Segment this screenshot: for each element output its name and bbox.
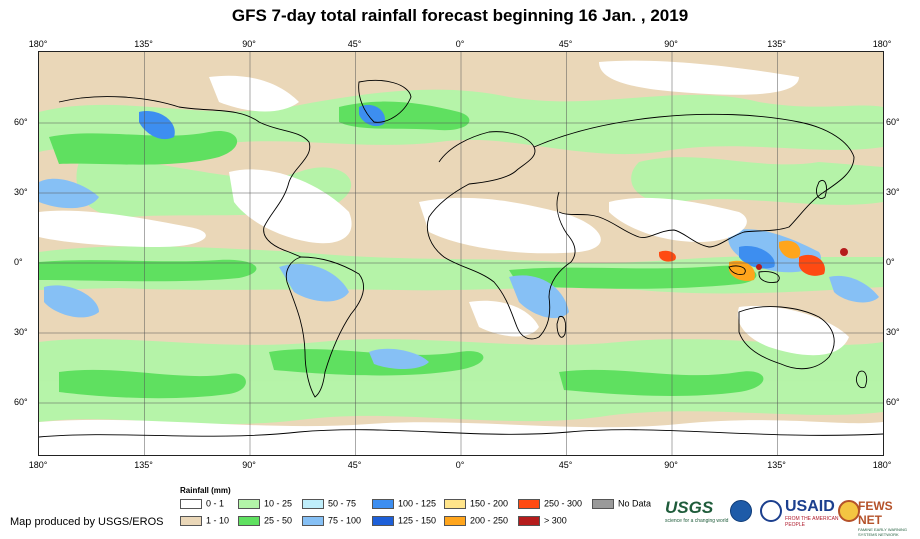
usaid-tagline: FROM THE AMERICAN PEOPLE (785, 516, 839, 528)
lat-tick-left: 30° (14, 187, 28, 197)
legend-label: 25 - 50 (264, 515, 293, 526)
lat-tick-right: 30° (886, 327, 900, 337)
legend-swatch (238, 515, 260, 526)
legend-swatch (372, 498, 394, 509)
legend-label: 125 - 150 (398, 515, 437, 526)
lon-tick-bottom: 180° (872, 460, 892, 470)
lon-tick-top: 90° (242, 39, 256, 49)
lon-tick-bottom: 45° (347, 460, 362, 470)
legend-label: 75 - 100 (328, 515, 362, 526)
usaid-seal-icon (760, 500, 782, 522)
legend-item: 250 - 300 (518, 498, 582, 510)
fews-net-logo-text: FEWS NET (858, 499, 893, 527)
legend-item: 0 - 1 (180, 498, 224, 510)
lat-tick-right: 0° (886, 257, 895, 267)
lon-tick-top: 45° (558, 39, 573, 49)
legend-label: 1 - 10 (206, 515, 230, 526)
lon-tick-top: 180° (28, 39, 48, 49)
usgs-tagline: science for a changing world (665, 518, 729, 524)
lon-tick-bottom: 0° (455, 460, 465, 470)
legend-swatch (444, 515, 466, 526)
lon-tick-bottom: 180° (28, 460, 48, 470)
legend-swatch (372, 515, 394, 526)
legend-swatch (444, 498, 466, 509)
legend-swatch (518, 498, 540, 509)
lon-tick-top: 180° (872, 39, 892, 49)
legend-item: 50 - 75 (302, 498, 356, 510)
fews-net-tagline: FAMINE EARLY WARNING SYSTEMS NETWORK (858, 527, 908, 537)
lat-tick-left: 0° (14, 257, 23, 267)
legend-label: 250 - 300 (544, 498, 583, 509)
lon-tick-bottom: 135° (134, 460, 153, 470)
noaa-logo-icon (730, 500, 752, 522)
legend-item: 75 - 100 (302, 515, 361, 527)
fews-net-logo: FEWS NET FAMINE EARLY WARNING SYSTEMS NE… (858, 499, 918, 537)
legend-item: > 300 (518, 515, 567, 527)
fews-net-emblem-icon (838, 500, 860, 522)
legend-label: > 300 (544, 515, 567, 526)
legend-label: 200 - 250 (470, 515, 509, 526)
lon-tick-bottom: 45° (558, 460, 573, 470)
legend-label: 50 - 75 (328, 498, 357, 509)
lon-tick-bottom: 90° (664, 460, 678, 470)
rainfall-map-graphic (39, 52, 883, 455)
lon-tick-bottom: 90° (242, 460, 256, 470)
legend-label: 150 - 200 (470, 498, 509, 509)
legend-item: 100 - 125 (372, 498, 436, 510)
lon-tick-top: 0° (455, 39, 465, 49)
lon-tick-top: 45° (347, 39, 362, 49)
lat-tick-right: 60° (886, 397, 900, 407)
lon-tick-bottom: 135° (767, 460, 786, 470)
legend-item: 25 - 50 (238, 515, 292, 527)
legend-label: 0 - 1 (206, 498, 225, 509)
lat-tick-right: 60° (886, 117, 900, 127)
legend-swatch (592, 498, 614, 509)
legend-item: 200 - 250 (444, 515, 508, 527)
legend-swatch (302, 515, 324, 526)
legend-item: No Data (592, 498, 651, 510)
map-title: GFS 7-day total rainfall forecast beginn… (231, 6, 689, 25)
usaid-logo-text: USAID (785, 498, 835, 515)
usgs-logo-text: USGS (665, 498, 714, 517)
lat-tick-left: 30° (14, 327, 28, 337)
legend-swatch (518, 515, 540, 526)
legend-swatch (180, 498, 202, 509)
legend-swatch (302, 498, 324, 509)
legend-item: 150 - 200 (444, 498, 508, 510)
lon-tick-top: 135° (134, 39, 153, 49)
lon-tick-top: 90° (664, 39, 678, 49)
lon-tick-top: 135° (767, 39, 786, 49)
lat-tick-left: 60° (14, 397, 28, 407)
legend-label: No Data (618, 498, 652, 509)
legend-item: 10 - 25 (238, 498, 292, 510)
credit-text: Map produced by USGS/EROS (10, 516, 164, 528)
legend-item: 125 - 150 (372, 515, 436, 527)
lat-tick-left: 60° (14, 117, 28, 127)
legend-label: 10 - 25 (264, 498, 293, 509)
rainfall-map (38, 51, 884, 456)
legend-swatch (180, 515, 202, 526)
legend-label: 100 - 125 (398, 498, 437, 509)
legend-title: Rainfall (mm) (180, 486, 231, 495)
usaid-logo: USAID FROM THE AMERICAN PEOPLE (785, 498, 840, 528)
legend-swatch (238, 498, 260, 509)
legend-item: 1 - 10 (180, 515, 229, 527)
usgs-logo: USGS science for a changing world (665, 498, 735, 528)
lat-tick-right: 30° (886, 187, 900, 197)
